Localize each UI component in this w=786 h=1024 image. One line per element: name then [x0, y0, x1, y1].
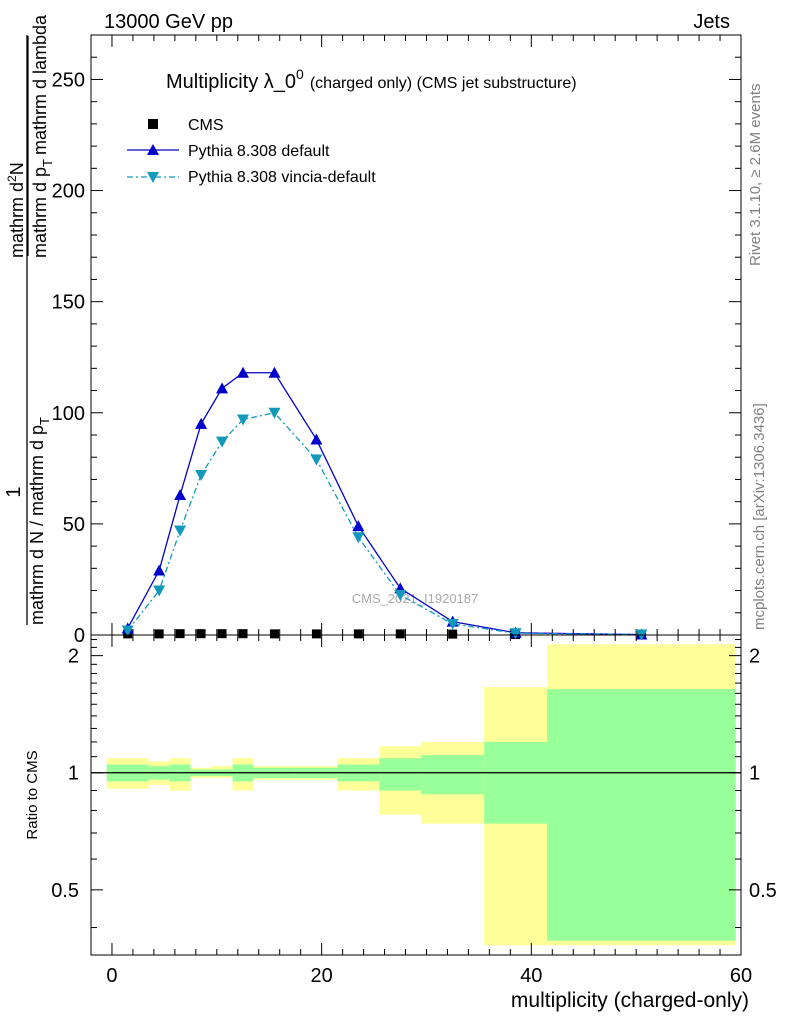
y-label-denominator-main: mathrm d N / mathrm d p: [27, 425, 47, 625]
header-process: Jets: [693, 11, 730, 33]
y-label-deriv-num-sup: 2: [5, 175, 19, 182]
ratio-stat-band: [547, 689, 736, 941]
main-y-axis-label: 1 mathrm d N / mathrm d pT mathrm d2N ma…: [3, 14, 55, 625]
data-point: [394, 590, 407, 601]
legend-label-vincia: Pythia 8.308 vincia-default: [188, 169, 376, 186]
data-point: [310, 433, 323, 445]
ratio-xtick-label: 40: [520, 965, 542, 987]
y-label-deriv-den-tail: mathrm d lambda: [30, 14, 50, 155]
chart-title: Multiplicity λ_00 (charged only) (CMS jet…: [166, 66, 577, 93]
data-point: [153, 564, 166, 576]
x-axis-label: multiplicity (charged-only): [511, 989, 749, 1012]
y-label-deriv-num-tail: N: [7, 162, 27, 175]
analysis-watermark: CMS_2021_I1920187: [352, 591, 479, 606]
data-point: [121, 625, 134, 637]
y-label-denominator: mathrm d N / mathrm d pT: [27, 417, 52, 625]
legend-marker-cms: [148, 119, 158, 129]
ratio-y-axis-label: Ratio to CMS: [24, 750, 41, 839]
ratio-ytick-label-right: 0.5: [749, 880, 777, 902]
data-point: [268, 366, 281, 378]
rivet-label: Rivet 3.1.10, ≥ 2.6M events: [747, 84, 764, 267]
chart-title-main: Multiplicity λ_0: [166, 71, 296, 93]
ratio-bands-layer: [106, 644, 736, 946]
legend-marker-default: [147, 144, 159, 155]
ratio-xtick-label: 60: [730, 965, 752, 987]
legend-label-default: Pythia 8.308 default: [188, 143, 330, 160]
y-label-numerator: 1: [3, 486, 25, 497]
data-point: [310, 454, 323, 466]
data-point: [311, 629, 321, 639]
main-ytick-label: 0: [74, 625, 85, 647]
mcplots-label: mcplots.cern.ch [arXiv:1306.3436]: [751, 403, 768, 630]
data-point: [238, 629, 248, 639]
y-label-deriv-num-main: mathrm d: [7, 182, 27, 258]
data-point: [175, 629, 185, 639]
main-y-axis: 0 50 100 150 200 250: [52, 56, 741, 647]
data-point: [174, 525, 187, 537]
header-energy: 13000 GeV pp: [104, 11, 233, 33]
ratio-stat-band: [484, 741, 548, 824]
data-point: [196, 629, 206, 639]
ratio-ytick-label: 1: [68, 763, 79, 785]
data-point: [195, 470, 208, 481]
series-2: [121, 407, 648, 641]
ratio-xtick-label: 20: [311, 965, 333, 987]
data-point: [395, 629, 405, 639]
data-point: [153, 585, 166, 597]
data-point: [237, 414, 250, 426]
y-label-deriv-den-sub: T: [40, 159, 55, 167]
main-ytick-label: 250: [52, 69, 85, 91]
ratio-ytick-label: 2: [68, 646, 79, 668]
data-point: [268, 407, 281, 419]
main-ytick-label: 200: [52, 181, 85, 203]
data-point: [237, 366, 250, 378]
data-point: [352, 520, 365, 532]
data-point: [154, 629, 164, 639]
main-ytick-label: 150: [52, 292, 85, 314]
main-x-ticks: [111, 35, 742, 635]
chart-title-sup: 0: [296, 66, 304, 82]
data-point: [448, 629, 458, 639]
data-point: [216, 436, 229, 448]
data-point: [509, 628, 522, 640]
y-label-denominator-sub: T: [37, 417, 52, 425]
chart-subtitle: (charged only) (CMS jet substructure): [310, 75, 577, 92]
ratio-x-axis: 0 20 40 60: [106, 635, 752, 987]
ratio-ytick-label: 0.5: [51, 880, 79, 902]
data-point: [353, 629, 363, 639]
ratio-plot-frame: [90, 634, 742, 956]
ratio-panel: 0.5 0.5 1 1 2 2 0 20 40 60 Ratio to CMS multipli…: [24, 634, 777, 1012]
data-point: [269, 629, 279, 639]
legend: CMS Pythia 8.308 default Pythia 8.308 vi…: [127, 117, 376, 186]
legend-marker-vincia: [147, 172, 159, 183]
data-point: [446, 618, 459, 630]
ratio-y-axis: 0.5 0.5 1 1 2 2: [51, 639, 777, 929]
ratio-ytick-label-right: 1: [749, 763, 760, 785]
ratio-xtick-label: 0: [106, 965, 117, 987]
legend-label-cms: CMS: [188, 117, 224, 134]
ratio-stat-band: [421, 755, 485, 795]
ratio-stat-band: [379, 758, 422, 791]
y-label-deriv-numerator: mathrm d2N: [5, 162, 27, 258]
main-ytick-label: 50: [63, 514, 85, 536]
data-point: [352, 532, 365, 544]
data-point: [174, 489, 187, 500]
data-point: [217, 629, 227, 639]
y-label-deriv-den-main: mathrm d p: [30, 167, 50, 258]
data-point: [216, 382, 229, 394]
main-ytick-label: 100: [52, 403, 85, 425]
y-label-deriv-denominator: mathrm d pTmathrm d lambda: [30, 14, 55, 258]
data-point: [195, 417, 208, 429]
ratio-ytick-label-right: 2: [749, 646, 760, 668]
